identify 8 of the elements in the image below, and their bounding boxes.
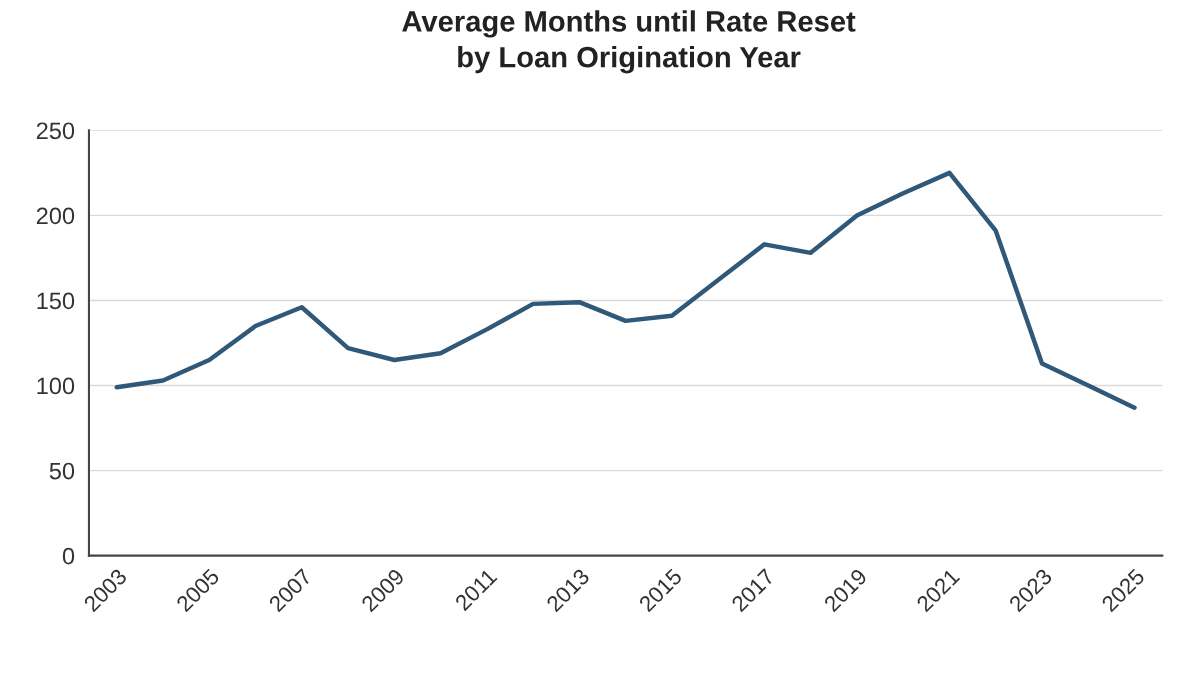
y-tick-label: 50	[49, 462, 75, 480]
y-tick-label: 150	[37, 292, 75, 310]
y-tick-label: 250	[36, 122, 75, 140]
chart-title: Average Months until Rate Reset by Loan Origination Year	[402, 10, 856, 74]
y-tick-label: 0	[62, 547, 75, 565]
y-tick-label: 100	[37, 377, 75, 395]
y-tick-label: 200	[36, 207, 75, 225]
line-series	[114, 170, 1137, 410]
